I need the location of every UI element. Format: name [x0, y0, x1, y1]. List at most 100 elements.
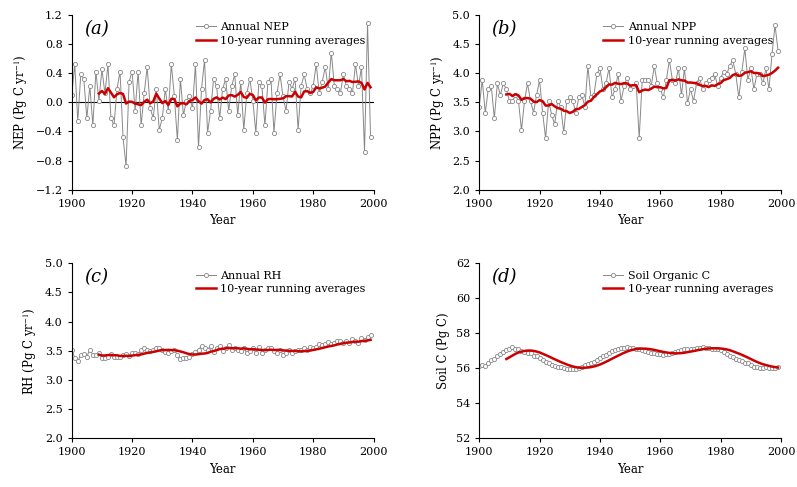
10-year running averages: [94, 91, 104, 96]
Annual NPP: [752, 71, 762, 77]
Line: 10-year running averages: 10-year running averages: [99, 79, 371, 106]
Annual NPP: [541, 135, 551, 141]
10-year running averages: [366, 84, 375, 90]
10-year running averages: [131, 352, 140, 358]
Legend: Annual RH, 10-year running averages: Annual RH, 10-year running averages: [194, 269, 368, 297]
Annual RH: [248, 345, 257, 351]
10-year running averages: [163, 102, 173, 108]
Annual NPP: [656, 86, 665, 92]
Annual NEP: [366, 134, 375, 140]
X-axis label: Year: Year: [617, 214, 643, 227]
10-year running averages: [167, 347, 176, 353]
Soil Organic C: [508, 344, 517, 350]
10-year running averages: [568, 109, 578, 115]
Annual NPP: [474, 104, 484, 110]
Line: Soil Organic C: Soil Organic C: [477, 345, 780, 371]
Y-axis label: NEP (Pg C yr$^{-1}$): NEP (Pg C yr$^{-1}$): [13, 55, 30, 150]
X-axis label: Year: Year: [617, 463, 643, 476]
Annual NEP: [128, 69, 137, 75]
Annual NPP: [547, 112, 556, 118]
Line: Annual RH: Annual RH: [69, 333, 373, 363]
10-year running averages: [173, 103, 183, 109]
Y-axis label: RH (Pg C yr$^{-1}$): RH (Pg C yr$^{-1}$): [22, 307, 39, 394]
10-year running averages: [363, 337, 372, 343]
10-year running averages: [160, 347, 170, 353]
X-axis label: Year: Year: [210, 463, 236, 476]
Annual RH: [67, 347, 77, 353]
10-year running averages: [770, 68, 779, 74]
10-year running averages: [501, 356, 511, 362]
Legend: Annual NEP, 10-year running averages: Annual NEP, 10-year running averages: [194, 20, 368, 48]
X-axis label: Year: Year: [210, 214, 236, 227]
Annual NEP: [67, 92, 77, 98]
Line: 10-year running averages: 10-year running averages: [506, 68, 778, 113]
Annual NEP: [224, 108, 234, 114]
10-year running averages: [366, 337, 375, 343]
Y-axis label: NPP (Pg C yr$^{-1}$): NPP (Pg C yr$^{-1}$): [430, 55, 447, 150]
Text: (d): (d): [491, 268, 516, 286]
Legend: Soil Organic C, 10-year running averages: Soil Organic C, 10-year running averages: [601, 269, 775, 297]
10-year running averages: [571, 364, 580, 370]
Soil Organic C: [535, 355, 544, 361]
10-year running averages: [577, 365, 587, 371]
Y-axis label: Soil C (Pg C): Soil C (Pg C): [438, 313, 450, 389]
Annual NEP: [354, 83, 363, 89]
10-year running averages: [254, 94, 264, 100]
Annual RH: [128, 350, 137, 356]
Annual NPP: [761, 65, 771, 71]
10-year running averages: [359, 338, 369, 344]
10-year running averages: [768, 70, 777, 76]
10-year running averages: [128, 99, 137, 105]
10-year running averages: [124, 353, 134, 359]
10-year running averages: [662, 350, 671, 356]
Annual NEP: [139, 91, 149, 96]
Line: Annual NEP: Annual NEP: [69, 21, 373, 169]
10-year running averages: [327, 343, 336, 349]
10-year running averages: [734, 73, 744, 79]
Soil Organic C: [764, 365, 774, 371]
10-year running averages: [535, 97, 544, 103]
Soil Organic C: [474, 363, 484, 369]
10-year running averages: [535, 350, 544, 356]
10-year running averages: [565, 363, 575, 369]
Annual NEP: [363, 20, 372, 26]
10-year running averages: [158, 100, 167, 106]
Legend: Annual NPP, 10-year running averages: Annual NPP, 10-year running averages: [601, 20, 775, 48]
Annual NPP: [631, 80, 641, 86]
Line: 10-year running averages: 10-year running averages: [99, 340, 371, 356]
Annual NEP: [121, 164, 131, 169]
Line: 10-year running averages: 10-year running averages: [506, 348, 778, 368]
10-year running averages: [501, 92, 511, 97]
10-year running averages: [770, 364, 779, 370]
Text: (a): (a): [84, 20, 108, 38]
Soil Organic C: [634, 346, 644, 352]
Soil Organic C: [755, 365, 764, 371]
Annual NEP: [248, 98, 257, 104]
Annual RH: [344, 339, 354, 345]
10-year running averages: [94, 352, 104, 357]
Annual RH: [366, 332, 375, 338]
10-year running averages: [329, 77, 339, 83]
Annual RH: [73, 358, 83, 364]
Annual NPP: [770, 22, 779, 28]
Soil Organic C: [568, 366, 578, 372]
10-year running averages: [737, 352, 747, 358]
Annual RH: [224, 342, 234, 348]
10-year running averages: [773, 365, 783, 371]
10-year running averages: [574, 106, 583, 112]
Annual NEP: [344, 86, 354, 92]
Annual RH: [354, 339, 363, 345]
Text: (b): (b): [491, 20, 516, 38]
Annual NPP: [773, 48, 783, 54]
Text: (c): (c): [84, 268, 108, 286]
Soil Organic C: [773, 364, 783, 370]
10-year running averages: [773, 65, 783, 71]
Annual RH: [139, 345, 149, 351]
Soil Organic C: [658, 352, 668, 357]
Soil Organic C: [547, 362, 556, 368]
Line: Annual NPP: Annual NPP: [477, 23, 780, 140]
10-year running averages: [565, 110, 575, 116]
10-year running averages: [363, 80, 372, 86]
Annual NPP: [532, 92, 541, 98]
10-year running averages: [327, 76, 336, 82]
